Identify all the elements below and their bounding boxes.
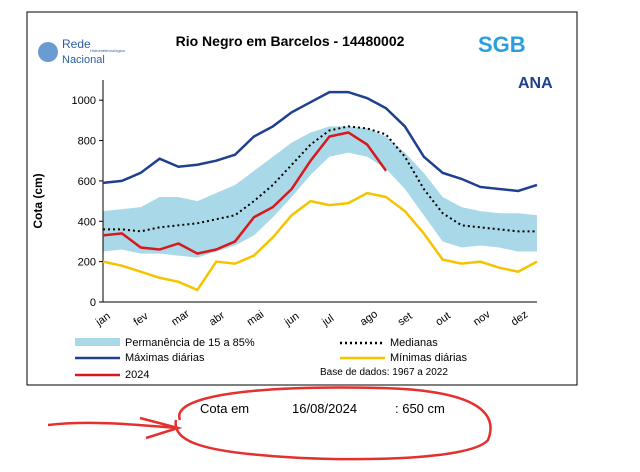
x-tick-label: jul [319, 312, 336, 329]
legend-label: Mínimas diárias [390, 352, 468, 364]
series-line [102, 191, 538, 292]
y-tick-label: 400 [78, 216, 96, 228]
rede-logo: Rede Hidrometeorológica Nacional [38, 37, 125, 66]
band-area [103, 126, 537, 258]
legend-label: Permanência de 15 a 85% [125, 337, 255, 349]
footer-value: : 650 cm [395, 401, 445, 416]
y-tick-label: 0 [90, 297, 96, 309]
chart-title: Rio Negro em Barcelos - 14480002 [176, 33, 405, 49]
y-tick-label: 800 [78, 136, 96, 148]
sgb-logo: SGB [478, 32, 526, 57]
ana-logo: ANA [518, 75, 553, 92]
series-line [103, 125, 537, 233]
logo-text: Rede [62, 37, 91, 51]
series-line [102, 131, 388, 255]
footer-date: 16/08/2024 [292, 401, 357, 416]
legend-label: 2024 [125, 369, 149, 381]
y-tick-label: 200 [78, 257, 96, 269]
chart-frame [26, 11, 578, 386]
legend-swatch [75, 338, 120, 346]
legend-label: Medianas [390, 337, 438, 349]
y-tick-label: 600 [78, 176, 96, 188]
note: Base de dados: 1967 a 2022 [320, 367, 448, 378]
footer-label: Cota em [200, 401, 249, 416]
legend-label: Máximas diárias [125, 352, 205, 364]
logo-icon [38, 42, 58, 62]
annotation-circle [174, 386, 492, 461]
y-axis-label: Cota (cm) [31, 173, 45, 228]
y-tick-label: 1000 [72, 95, 96, 107]
logo-text: Hidrometeorológica [90, 48, 125, 53]
series-line [102, 90, 538, 193]
annotation-arrow [47, 416, 183, 440]
footer: Cota em 16/08/2024 : 650 cm [200, 401, 445, 416]
logo-text: Nacional [62, 54, 105, 66]
